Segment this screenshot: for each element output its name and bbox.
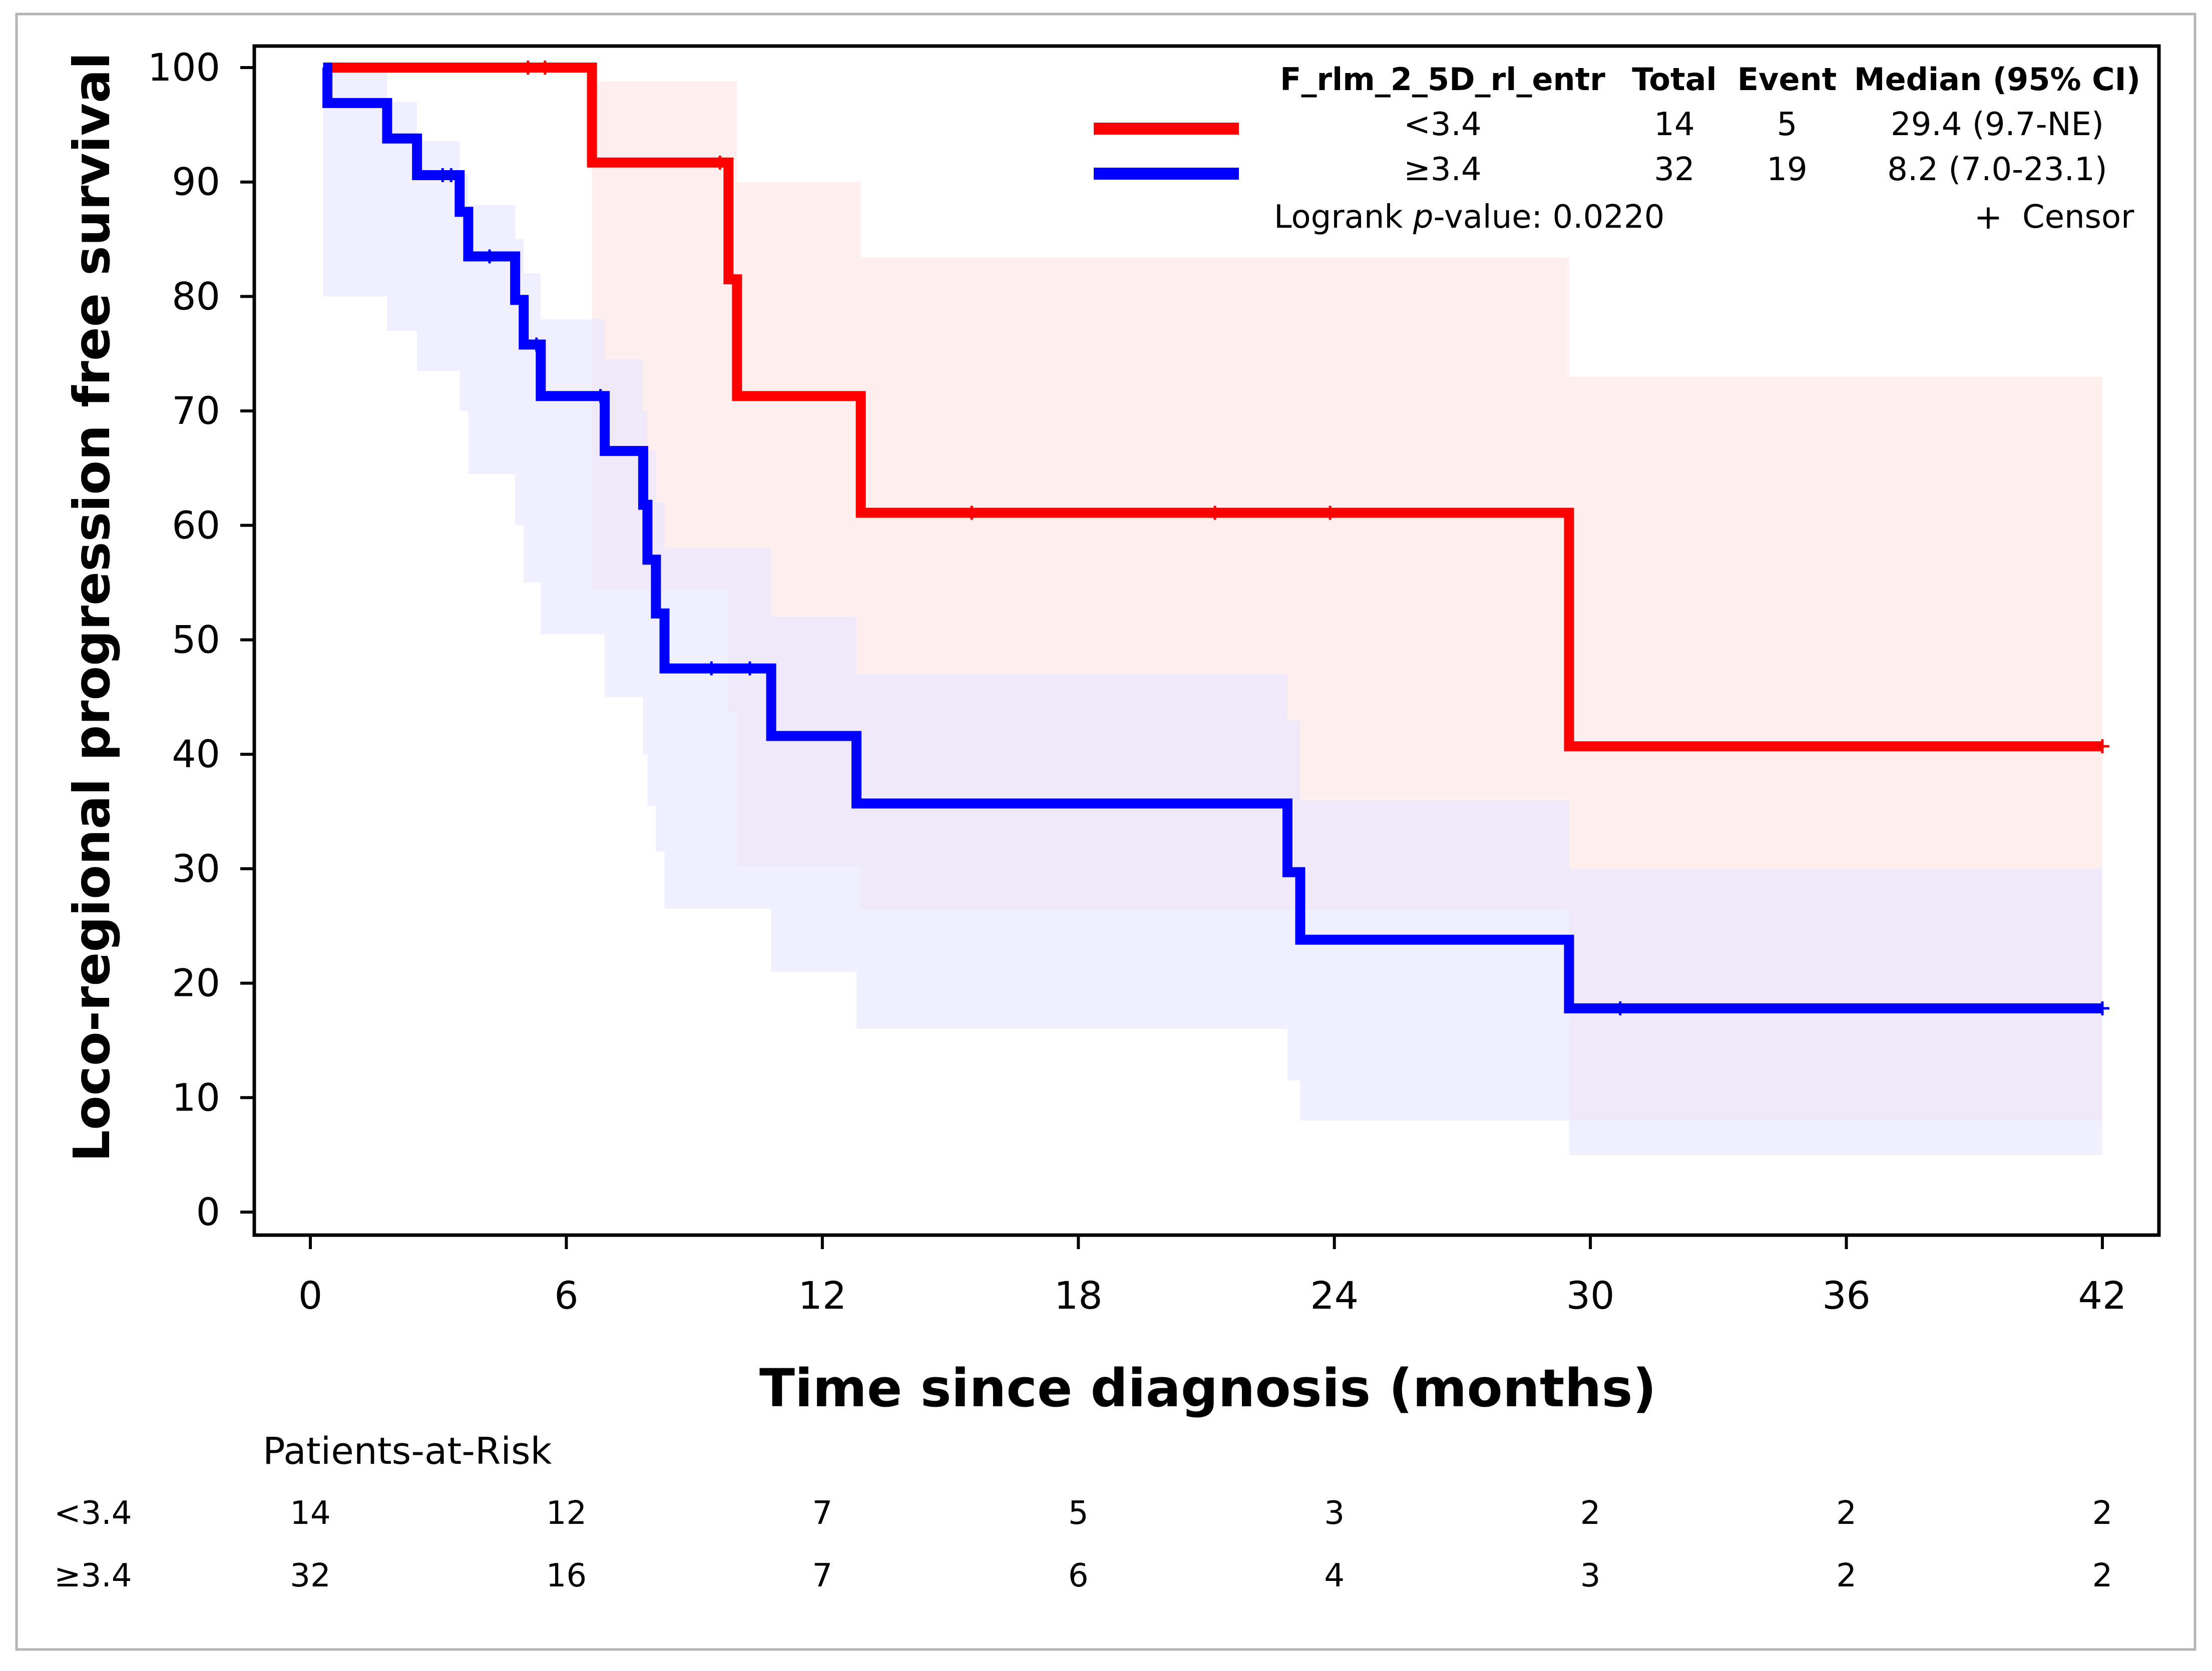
censor-mark-lt3-4-3 (965, 505, 979, 520)
x-tick-label-42: 42 (2078, 1273, 2127, 1318)
logrank-p: p (1413, 199, 1434, 236)
y-tick-label-100: 100 (148, 45, 220, 90)
censor-mark-lt3-4-0 (521, 61, 535, 75)
logrank-text: Logrank p-value: 0.0220 (1274, 199, 1664, 236)
censor-mark-lt3-4-4 (1208, 505, 1222, 520)
confidence-bands (323, 68, 2102, 1155)
y-axis: 0 10 20 30 40 50 60 70 80 90 100 (148, 45, 254, 1234)
censor-marks (435, 61, 2109, 1015)
y-tick-label-10: 10 (172, 1075, 220, 1120)
risk-value-ge3-4-42: 2 (2092, 1557, 2113, 1594)
risk-title: Patients-at-Risk (263, 1430, 552, 1473)
risk-value-lt3-4-0: 14 (290, 1495, 330, 1532)
risk-value-lt3-4-24: 3 (1324, 1495, 1345, 1532)
y-tick-label-50: 50 (172, 618, 220, 662)
censor-mark-ge3-4-7 (1613, 1001, 1627, 1015)
risk-row-low-label: <3.4 (54, 1495, 132, 1532)
censor-legend-symbol: + (1974, 198, 2003, 237)
km-curve-lt3-4 (323, 63, 2102, 752)
censor-mark-lt3-4-2 (713, 155, 727, 170)
legend-header-total: Total (1632, 61, 1716, 98)
legend-row-high-event: 19 (1766, 151, 1807, 188)
legend-header-group: F_rlm_2_5D_rl_entr (1280, 61, 1605, 98)
legend-row-low-event: 5 (1777, 106, 1798, 143)
risk-value-ge3-4-24: 4 (1324, 1557, 1345, 1594)
risk-value-ge3-4-0: 32 (290, 1557, 330, 1594)
ci-band-ge3-4 (323, 68, 2102, 1155)
censor-mark-ge3-4-4 (593, 389, 608, 403)
x-tick-label-12: 12 (798, 1273, 846, 1318)
x-tick-label-30: 30 (1566, 1273, 1615, 1318)
censor-mark-ge3-4-6 (742, 661, 757, 676)
legend-header-median: Median (95% CI) (1854, 61, 2140, 98)
x-tick-label-36: 36 (1822, 1273, 1871, 1318)
risk-value-lt3-4-30: 2 (1580, 1495, 1601, 1532)
y-tick-label-0: 0 (196, 1190, 220, 1234)
y-tick-label-40: 40 (172, 732, 220, 776)
censor-mark-lt3-4-6 (2095, 739, 2109, 754)
x-tick-label-24: 24 (1310, 1273, 1359, 1318)
censor-mark-ge3-4-5 (704, 661, 719, 676)
legend-row-high-label: ≥3.4 (1404, 151, 1481, 188)
y-tick-label-60: 60 (172, 503, 220, 547)
risk-value-ge3-4-12: 7 (812, 1557, 832, 1594)
censor-mark-ge3-4-1 (444, 168, 459, 182)
logrank-suffix: -value: 0.0220 (1433, 199, 1664, 236)
risk-value-ge3-4-36: 2 (1836, 1557, 1857, 1594)
survival-curves (322, 63, 2102, 1013)
legend-row-high-total: 32 (1654, 151, 1694, 188)
risk-value-lt3-4-42: 2 (2092, 1495, 2113, 1532)
y-tick-label-30: 30 (172, 846, 220, 891)
legend-header-event: Event (1737, 61, 1837, 98)
risk-value-lt3-4-12: 7 (812, 1495, 832, 1532)
x-axis-label: Time since diagnosis (months) (759, 1358, 1656, 1419)
patients-at-risk-table: Patients-at-Risk <3.4 ≥3.4 14 12 7 5 3 2 2 232 1… (54, 1430, 2112, 1594)
risk-values: 14 12 7 5 3 2 2 232 16 7 6 4 3 2 2 (290, 1495, 2112, 1594)
censor-mark-ge3-4-3 (529, 337, 544, 352)
censor-mark-lt3-4-5 (1323, 505, 1338, 520)
legend-row-high-median: 8.2 (7.0-23.1) (1887, 151, 2107, 188)
x-axis: 0 6 12 18 24 30 36 42 (298, 1235, 2127, 1318)
legend-row-low-label: <3.4 (1404, 106, 1481, 143)
risk-value-ge3-4-6: 16 (546, 1557, 587, 1594)
legend-row-low-median: 29.4 (9.7-NE) (1891, 106, 2104, 143)
censor-mark-ge3-4-2 (483, 249, 497, 264)
censor-mark-ge3-4-8 (2095, 1001, 2109, 1015)
risk-value-ge3-4-18: 6 (1068, 1557, 1089, 1594)
logrank-prefix: Logrank (1274, 199, 1413, 236)
risk-value-lt3-4-6: 12 (546, 1495, 587, 1532)
risk-value-ge3-4-30: 3 (1580, 1557, 1601, 1594)
x-tick-label-6: 6 (554, 1273, 578, 1318)
legend-row-low-total: 14 (1654, 106, 1694, 143)
risk-value-lt3-4-36: 2 (1836, 1495, 1857, 1532)
risk-row-high-label: ≥3.4 (54, 1557, 132, 1594)
risk-value-lt3-4-18: 5 (1068, 1495, 1089, 1532)
censor-legend-label: Censor (2022, 199, 2134, 236)
legend: F_rlm_2_5D_rl_entr Total Event Median (9… (1094, 61, 2140, 237)
y-tick-label-80: 80 (172, 274, 220, 318)
x-tick-label-0: 0 (298, 1273, 322, 1318)
km-curve-ge3-4 (322, 63, 2102, 1013)
censor-mark-lt3-4-1 (538, 61, 552, 75)
y-tick-label-20: 20 (172, 961, 220, 1005)
x-tick-label-18: 18 (1054, 1273, 1103, 1318)
y-axis-label: Loco-regional progression free survival (63, 52, 121, 1162)
y-tick-label-90: 90 (172, 160, 220, 204)
y-tick-label-70: 70 (172, 388, 220, 433)
